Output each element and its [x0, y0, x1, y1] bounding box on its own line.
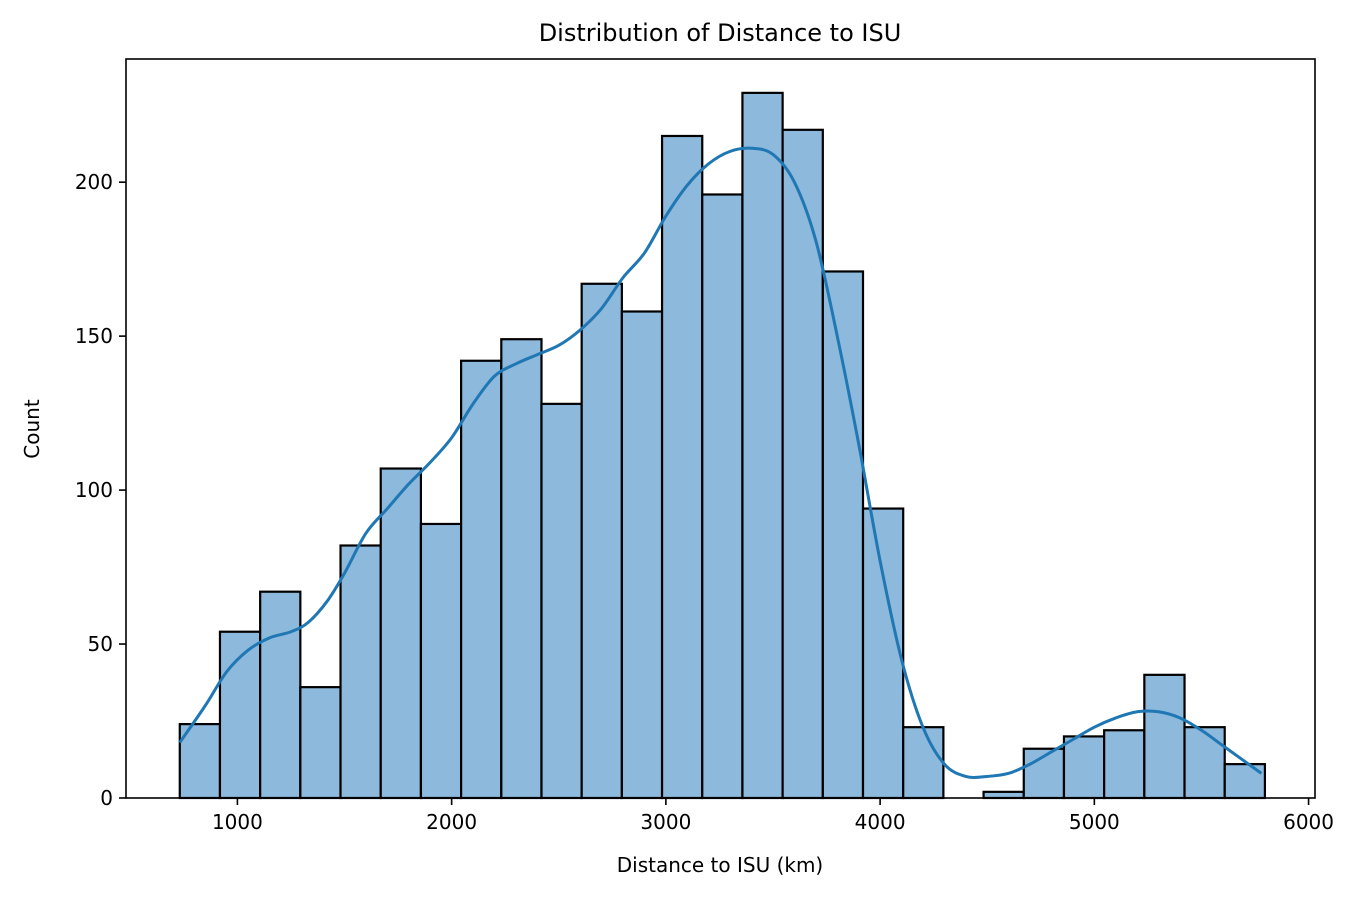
y-tick-label: 150 — [75, 324, 113, 348]
histogram-bar — [620, 310, 664, 800]
histogram-bar — [379, 467, 423, 800]
histogram-bar — [1183, 726, 1226, 800]
histogram-bar — [741, 91, 784, 800]
y-axis-label: Count — [20, 399, 44, 459]
x-tick-label: 2000 — [426, 810, 477, 834]
x-tick-label: 6000 — [1283, 810, 1334, 834]
histogram-bar — [982, 790, 1025, 800]
histogram-bar — [339, 544, 382, 800]
histogram-bar — [781, 128, 824, 800]
kde-line — [178, 146, 1263, 779]
y-tick-label: 200 — [75, 170, 113, 194]
histogram-bar — [821, 270, 865, 800]
histogram-bar — [701, 193, 744, 800]
histogram-bar — [218, 630, 262, 800]
y-tick-label: 100 — [75, 478, 113, 502]
histogram-bar — [1223, 763, 1267, 800]
y-tick-label: 50 — [88, 632, 113, 656]
histogram-bar — [861, 507, 905, 800]
y-axis: 0 50 100 150 200 — [75, 170, 126, 810]
x-tick-label: 4000 — [855, 810, 906, 834]
histogram-bar — [1062, 735, 1106, 800]
histogram-bar — [1103, 729, 1146, 800]
histogram-bar — [419, 522, 463, 800]
histogram-bar — [580, 282, 623, 800]
x-tick-label: 1000 — [212, 810, 263, 834]
histogram-bar — [500, 338, 543, 800]
y-tick-label: 0 — [100, 786, 113, 810]
histogram-bar — [540, 402, 583, 800]
chart-title: Distribution of Distance to ISU — [539, 19, 902, 47]
histogram-bar — [902, 726, 945, 800]
plot-frame — [125, 58, 1316, 799]
histogram-bar — [178, 722, 222, 800]
histogram-bar — [660, 134, 704, 800]
x-tick-label: 3000 — [640, 810, 691, 834]
histogram-bar — [460, 359, 503, 800]
x-axis-label: Distance to ISU (km) — [617, 853, 824, 877]
histogram-bar — [299, 686, 342, 800]
histogram-bar — [1143, 673, 1186, 800]
x-tick-label: 5000 — [1069, 810, 1120, 834]
histogram-bar — [259, 590, 302, 800]
x-axis: 1000 2000 3000 4000 5000 6000 — [212, 798, 1334, 834]
